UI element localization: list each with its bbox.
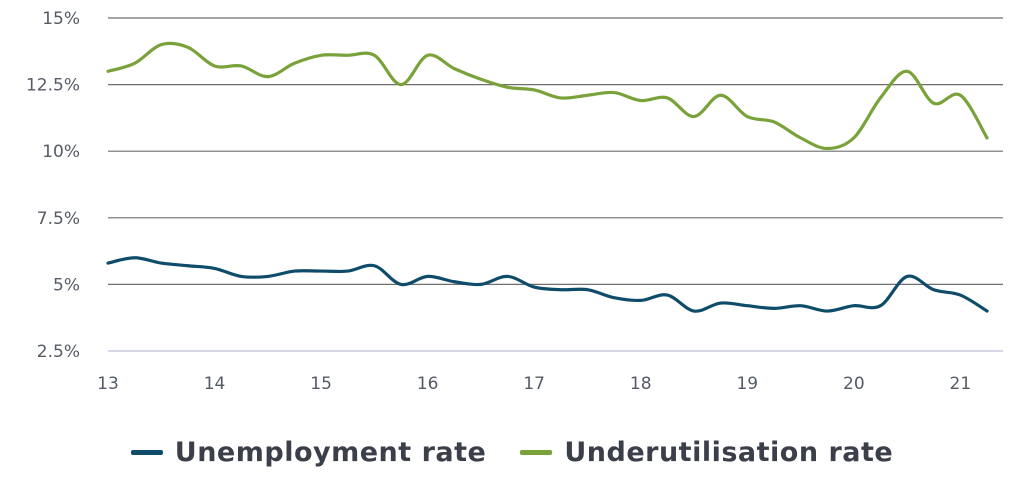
x-axis-tick-labels: 13 14 15 16 17 18 19 20 21 — [97, 374, 971, 394]
series-line-underutilisation — [106, 41, 989, 151]
legend-label-underutilisation: Underutilisation rate — [564, 436, 894, 468]
y-axis-tick-labels: 15% 12.5% 10% 7.5% 5% 2.5% — [26, 9, 80, 362]
x-tick-label-5: 18 — [630, 374, 652, 394]
x-tick-label-8: 21 — [950, 374, 972, 394]
series-lines — [106, 41, 989, 313]
y-tick-label-0: 15% — [42, 9, 80, 29]
legend: Unemployment rate Underutilisation rate — [0, 430, 1024, 474]
series-line-unemployment — [106, 256, 989, 313]
legend-swatch-unemployment — [130, 449, 163, 455]
x-tick-label-6: 19 — [736, 374, 758, 394]
x-tick-label-0: 13 — [97, 374, 119, 394]
legend-swatch-underutilisation — [520, 449, 553, 455]
gridlines — [108, 17, 1003, 352]
x-tick-label-2: 15 — [310, 374, 332, 394]
y-tick-label-2: 10% — [42, 142, 80, 162]
x-tick-label-7: 20 — [843, 374, 865, 394]
legend-label-unemployment: Unemployment rate — [174, 436, 487, 468]
legend-item-unemployment: Unemployment rate — [130, 436, 487, 468]
x-tick-label-1: 14 — [204, 374, 226, 394]
legend-item-underutilisation: Underutilisation rate — [520, 437, 893, 468]
x-tick-label-3: 16 — [417, 374, 439, 394]
y-tick-label-3: 7.5% — [37, 209, 80, 229]
y-tick-label-1: 12.5% — [26, 76, 80, 96]
line-chart: 15% 12.5% 10% 7.5% 5% 2.5% 13 14 15 16 17 18 19 20 21 — [26, 9, 1003, 394]
y-tick-label-5: 2.5% — [37, 342, 80, 362]
x-tick-label-4: 17 — [523, 374, 545, 394]
y-tick-label-4: 5% — [53, 275, 80, 295]
